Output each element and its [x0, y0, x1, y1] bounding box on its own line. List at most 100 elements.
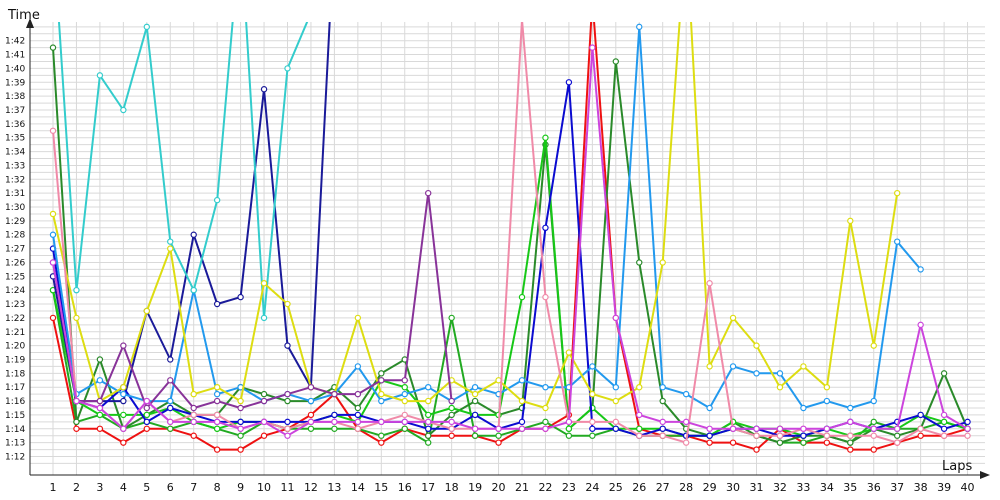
data-point	[636, 384, 643, 391]
data-point	[237, 425, 244, 432]
data-point	[800, 363, 807, 370]
data-point	[940, 370, 948, 377]
data-point	[213, 196, 221, 204]
data-point	[847, 418, 854, 426]
series-line	[52, 192, 453, 409]
data-point	[659, 384, 666, 391]
x-tick-label: 23	[562, 481, 576, 494]
x-tick-label: 11	[281, 481, 295, 494]
data-point	[495, 425, 502, 432]
data-point	[260, 432, 268, 439]
data-point	[237, 418, 244, 426]
data-point	[96, 72, 104, 79]
series-8	[58, 22, 309, 322]
data-point	[706, 363, 713, 370]
data-point	[378, 397, 385, 405]
data-point	[706, 432, 713, 439]
y-tick-label: 1:12	[5, 453, 25, 463]
data-point	[260, 390, 268, 398]
data-point	[870, 418, 877, 426]
data-point	[448, 404, 455, 412]
y-tick-label: 1:30	[5, 203, 25, 213]
y-tick-label: 1:42	[5, 37, 25, 47]
series-line	[52, 46, 969, 437]
data-point	[167, 238, 174, 245]
data-point	[143, 404, 150, 412]
data-point	[425, 189, 432, 197]
data-point	[753, 370, 760, 377]
data-point	[120, 384, 127, 391]
data-point	[894, 425, 901, 432]
series-line	[52, 22, 968, 444]
data-point	[612, 425, 620, 432]
y-tick-label: 1:20	[5, 342, 25, 352]
x-tick-label: 39	[937, 481, 951, 494]
data-point	[120, 397, 127, 405]
data-point	[636, 411, 643, 419]
data-point	[964, 418, 971, 426]
data-point	[237, 293, 244, 301]
y-tick-label: 1:19	[5, 355, 25, 365]
data-point	[729, 363, 737, 370]
data-point	[565, 432, 573, 439]
data-point	[659, 259, 666, 266]
x-tick-label: 10	[257, 481, 271, 494]
data-point	[284, 65, 291, 72]
x-tick-label: 3	[96, 481, 103, 494]
series-line	[52, 22, 968, 451]
x-tick-label: 4	[120, 481, 127, 494]
x-axis-arrow	[980, 471, 990, 479]
y-tick-label: 1:17	[5, 383, 25, 393]
data-point	[823, 425, 831, 432]
data-point	[682, 418, 690, 426]
y-tick-label: 1:16	[5, 397, 25, 407]
x-tick-label: 33	[796, 481, 810, 494]
x-tick-label: 16	[398, 481, 412, 494]
data-point	[753, 342, 760, 349]
data-point	[284, 342, 291, 349]
x-axis-title: Laps	[942, 459, 972, 474]
y-tick-label: 1:29	[5, 217, 25, 227]
data-point	[940, 425, 948, 432]
data-point	[284, 390, 291, 398]
data-point	[847, 217, 854, 225]
data-point	[425, 432, 432, 439]
data-point	[213, 425, 221, 432]
data-point	[354, 363, 362, 370]
data-point	[682, 439, 690, 446]
data-point	[143, 307, 150, 315]
data-point	[378, 377, 385, 384]
data-point	[964, 425, 971, 432]
data-point	[425, 439, 432, 446]
data-point	[260, 418, 268, 426]
data-point	[518, 377, 526, 384]
x-tick-label: 27	[656, 481, 670, 494]
data-point	[401, 390, 408, 398]
data-point	[518, 418, 526, 426]
data-point	[425, 425, 432, 432]
data-point	[706, 280, 713, 287]
x-tick-label: 15	[374, 481, 388, 494]
data-point	[612, 418, 620, 426]
x-tick-label: 21	[515, 481, 529, 494]
data-point	[49, 127, 57, 134]
y-tick-label: 1:38	[5, 92, 25, 102]
data-point	[448, 418, 455, 426]
data-point	[636, 259, 643, 266]
y-tick-label: 1:23	[5, 300, 25, 310]
data-point	[331, 411, 338, 419]
data-point	[378, 439, 385, 446]
data-point	[870, 397, 877, 405]
data-point	[518, 397, 526, 405]
data-point	[237, 446, 244, 453]
data-point	[260, 314, 268, 322]
data-point	[96, 397, 104, 405]
data-point	[753, 432, 760, 439]
data-point	[753, 446, 760, 453]
data-point	[542, 293, 549, 301]
data-point	[870, 432, 877, 439]
y-tick-label: 1:21	[5, 328, 25, 338]
y-tick-label: 1:22	[5, 314, 25, 324]
x-tick-label: 29	[703, 481, 717, 494]
data-point	[589, 363, 596, 370]
